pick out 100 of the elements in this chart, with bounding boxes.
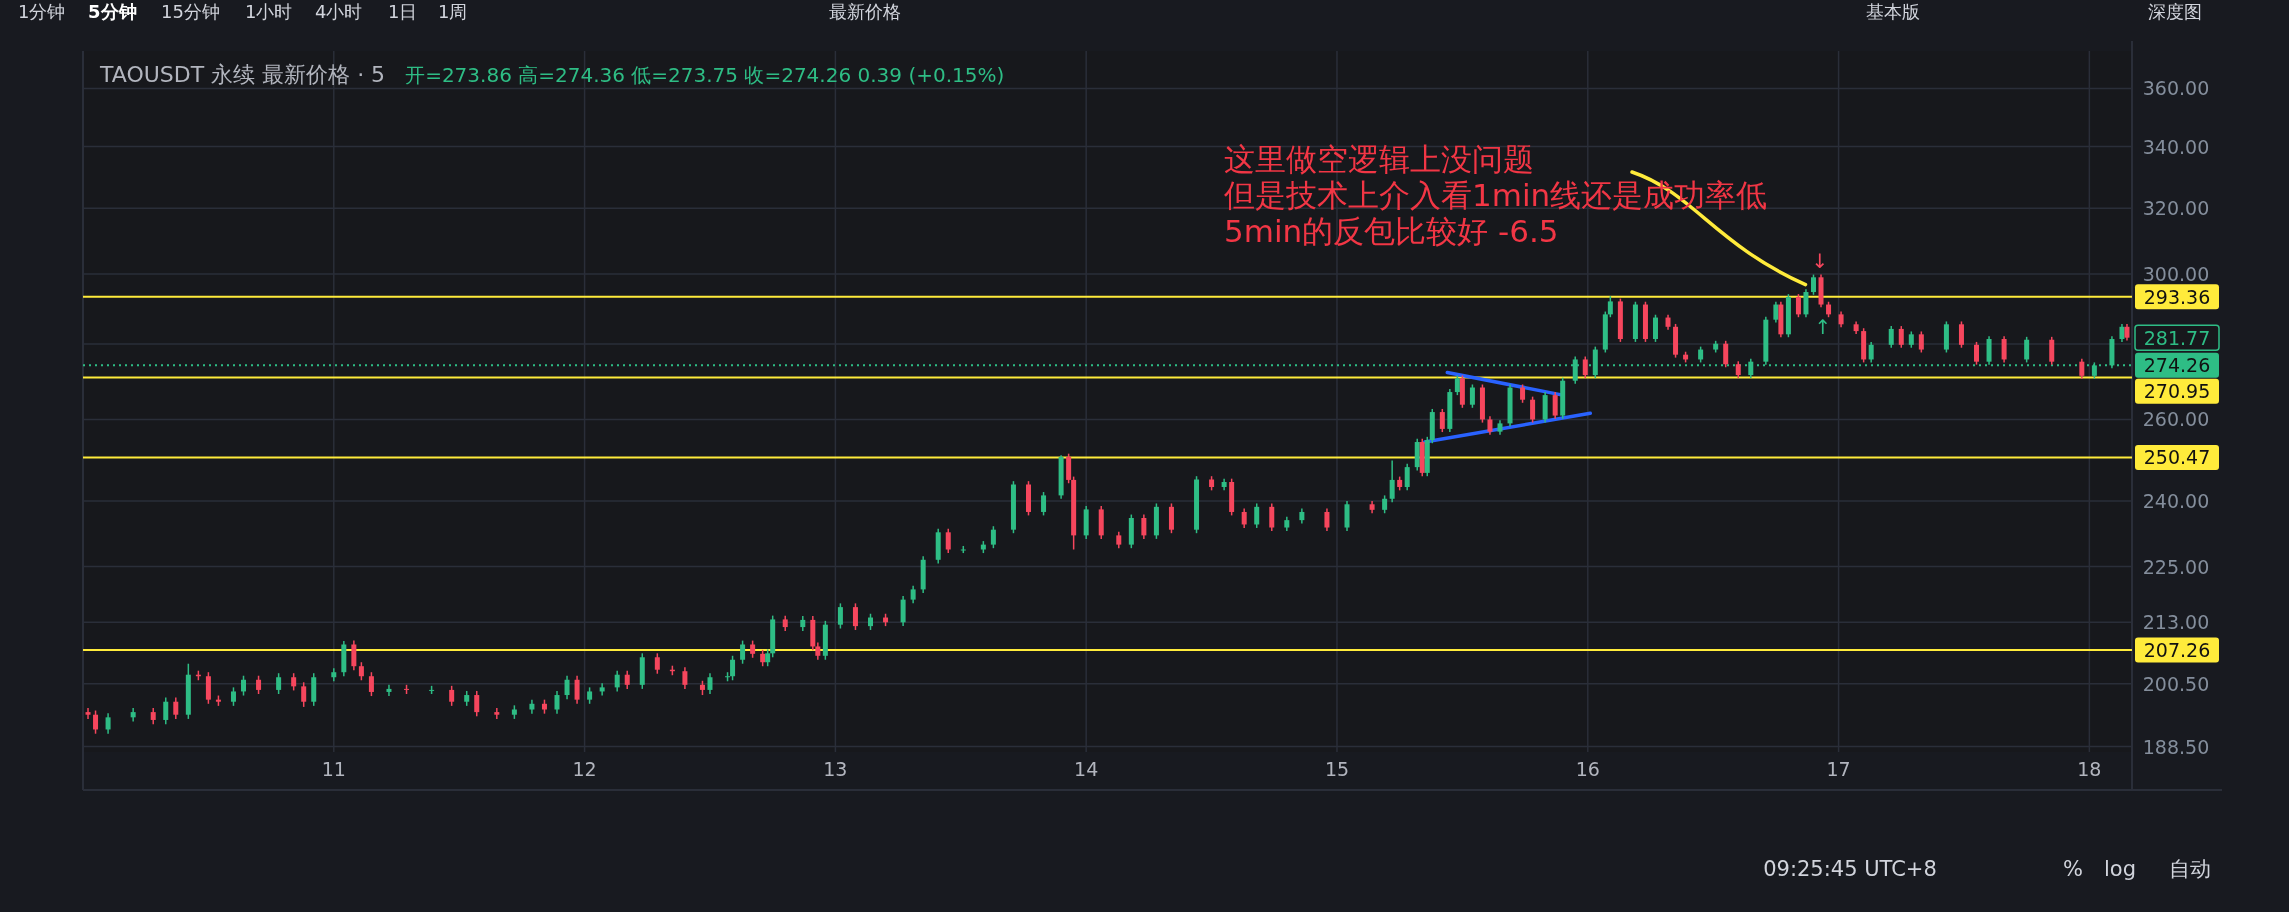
candlestick (256, 674, 262, 695)
y-tick-label: 340.00 (2142, 135, 2210, 158)
candlestick (837, 602, 843, 630)
candlestick (574, 674, 580, 705)
text: 4小时 (315, 1, 363, 22)
candlestick (386, 684, 392, 697)
candlestick (740, 639, 746, 665)
candlestick (1530, 395, 1536, 424)
candlestick (1141, 513, 1147, 540)
candlestick (599, 682, 605, 697)
candlestick (900, 595, 906, 627)
candlestick (474, 690, 480, 718)
y-tick-label: 188.50 (2142, 735, 2210, 758)
candlestick (1520, 383, 1526, 404)
candlestick (230, 686, 236, 707)
candlestick (1066, 452, 1072, 484)
y-tick-label: 200.50 (2142, 672, 2210, 695)
candlestick (554, 690, 560, 715)
ref-line-label: 270.95 (2143, 380, 2211, 403)
candlestick (945, 528, 951, 554)
candlestick (1487, 415, 1493, 436)
candlestick (1241, 507, 1247, 529)
annotation: ↑ (1814, 315, 1832, 339)
candlestick (1041, 491, 1047, 517)
text: 1分钟 (18, 1, 66, 22)
candlestick (1324, 507, 1330, 532)
candlestick (85, 707, 91, 720)
candlestick (1723, 340, 1729, 368)
candlestick (1454, 374, 1460, 396)
candlestick (1439, 408, 1445, 433)
text: TAOUSDT 永续 最新价格 · 5 (99, 62, 386, 87)
candlestick (1344, 500, 1350, 532)
annotation: 5min的反包比较好 -6.5 (1224, 213, 1559, 249)
candlestick (449, 685, 455, 707)
text: 最新价格 (829, 1, 901, 22)
x-tick-label: 17 (1826, 758, 1851, 780)
text: 09:25:45 UTC+8 (1763, 857, 1937, 881)
x-tick-label: 18 (2077, 758, 2102, 780)
text: 1日 (388, 1, 418, 22)
y-tick-label: 320.00 (2142, 197, 2210, 220)
text: log (2103, 857, 2137, 881)
annotation: 这里做空逻辑上没问题 (1224, 141, 1534, 177)
text: 1小时 (245, 1, 293, 22)
candlestick (614, 669, 620, 693)
candlestick (2001, 335, 2007, 364)
candlestick (654, 652, 660, 675)
text: 自动 (2169, 857, 2211, 881)
candlestick (173, 696, 179, 720)
x-tick-label: 15 (1324, 758, 1350, 780)
candlestick (1773, 301, 1779, 324)
text: % (2063, 857, 2083, 881)
candlestick (205, 671, 211, 705)
candlestick (707, 672, 713, 695)
candlestick (358, 661, 364, 682)
candlestick (852, 602, 858, 631)
text: 5分钟 (88, 1, 137, 22)
x-tick-label: 13 (823, 758, 848, 780)
y-tick-label: 300.00 (2142, 262, 2210, 285)
candlestick (1168, 502, 1174, 534)
candlestick (1888, 325, 1894, 349)
ref-line-label: 207.26 (2143, 639, 2211, 662)
y-tick-label: 260.00 (2142, 408, 2210, 431)
candlestick (1404, 463, 1410, 492)
candlestick (351, 639, 357, 671)
candlestick (990, 525, 996, 549)
candlestick (1269, 502, 1275, 532)
candlestick (1607, 295, 1613, 318)
text: 1周 (438, 1, 468, 22)
candlestick (1918, 330, 1924, 354)
candlestick (564, 674, 570, 700)
candlestick (1469, 383, 1475, 409)
candlestick (682, 666, 688, 690)
text: 基本版 (1866, 1, 1920, 22)
candlestick (130, 707, 136, 723)
candlestick (1974, 341, 1980, 366)
candlestick (1958, 320, 1964, 349)
candlestick (624, 669, 630, 690)
candlestick (730, 655, 736, 682)
ref-line-label: 274.26 (2143, 354, 2211, 377)
candlestick (368, 671, 374, 697)
candlestick (1810, 273, 1816, 296)
text: 开=273.86 高=274.36 低=273.75 收=274.26 0.39 (+0.15%) (405, 63, 1005, 87)
annotation: ↓ (1811, 249, 1829, 273)
candlestick (2049, 336, 2055, 366)
x-tick-label: 16 (1575, 758, 1600, 780)
candlestick (1898, 325, 1904, 349)
annotation: 281.77 (2143, 326, 2211, 349)
candlestick (1254, 502, 1260, 529)
ref-line-label: 250.47 (2143, 446, 2211, 469)
candlestick (1552, 391, 1558, 420)
candlestick (1389, 459, 1395, 503)
x-tick-label: 12 (572, 758, 597, 780)
candlestick (241, 674, 247, 697)
text: 15分钟 (161, 1, 220, 22)
y-tick-label: 360.00 (2142, 77, 2210, 100)
candlestick (93, 709, 99, 735)
y-tick-label: 240.00 (2142, 489, 2210, 512)
candlestick (2024, 336, 2030, 364)
candlestick (105, 712, 111, 735)
candlestick (1582, 355, 1588, 379)
